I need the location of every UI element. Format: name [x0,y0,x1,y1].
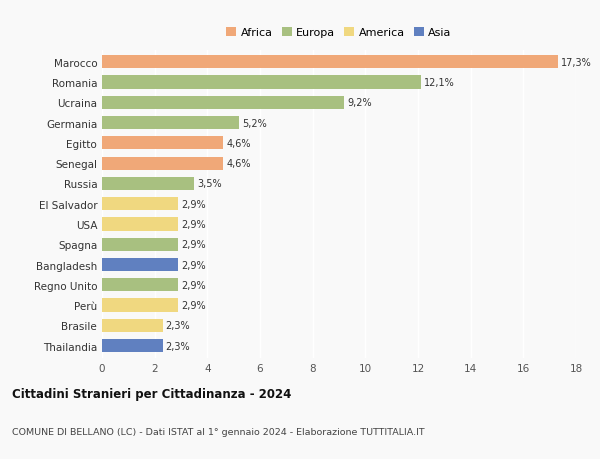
Bar [102,299,178,312]
Bar [102,319,163,332]
Text: 2,9%: 2,9% [182,260,206,270]
Legend: Africa, Europa, America, Asia: Africa, Europa, America, Asia [224,25,454,40]
Text: 4,6%: 4,6% [226,139,251,149]
Bar [102,178,194,190]
Text: 2,9%: 2,9% [182,301,206,310]
Bar [102,157,223,170]
Text: 2,9%: 2,9% [182,199,206,209]
Bar [102,339,163,353]
Bar [102,258,178,272]
Text: 2,3%: 2,3% [166,321,190,330]
Text: 12,1%: 12,1% [424,78,455,88]
Bar [102,238,178,251]
Text: 3,5%: 3,5% [197,179,222,189]
Text: Cittadini Stranieri per Cittadinanza - 2024: Cittadini Stranieri per Cittadinanza - 2… [12,387,292,400]
Text: 2,9%: 2,9% [182,219,206,230]
Bar [102,198,178,211]
Text: 9,2%: 9,2% [347,98,372,108]
Bar [102,117,239,130]
Bar [102,76,421,90]
Bar [102,137,223,150]
Text: 4,6%: 4,6% [226,159,251,169]
Bar [102,218,178,231]
Text: 17,3%: 17,3% [561,58,592,67]
Bar [102,279,178,292]
Bar [102,96,344,110]
Text: COMUNE DI BELLANO (LC) - Dati ISTAT al 1° gennaio 2024 - Elaborazione TUTTITALIA: COMUNE DI BELLANO (LC) - Dati ISTAT al 1… [12,427,425,436]
Text: 2,9%: 2,9% [182,240,206,250]
Text: 2,3%: 2,3% [166,341,190,351]
Bar [102,56,557,69]
Text: 5,2%: 5,2% [242,118,267,129]
Text: 2,9%: 2,9% [182,280,206,290]
